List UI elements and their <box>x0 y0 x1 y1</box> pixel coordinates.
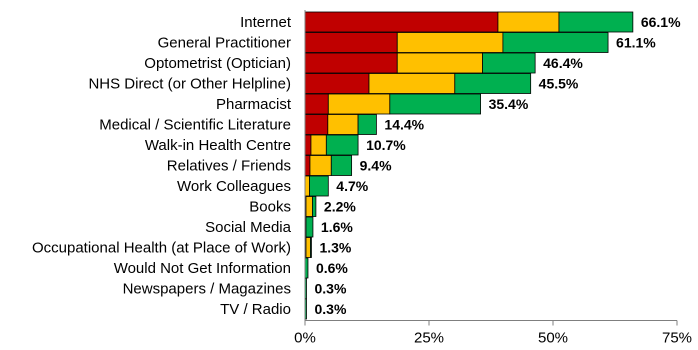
value-label: 0.3% <box>314 281 346 297</box>
category-label: Optometrist (Optician) <box>144 55 291 72</box>
category-label: Medical / Scientific Literature <box>99 117 291 134</box>
x-tick-label: 0% <box>294 330 316 347</box>
category-label: Would Not Get Information <box>114 260 291 277</box>
x-tick-label: 75% <box>662 330 692 347</box>
bar-segment-2-row-12 <box>305 237 311 258</box>
category-label: NHS Direct (or Other Helpline) <box>88 76 291 93</box>
bar-segment-3-row-6 <box>357 114 377 135</box>
bar-segment-1-row-2 <box>304 32 398 53</box>
category-label: Walk-in Health Centre <box>145 137 291 154</box>
bar-segment-2-row-7 <box>310 134 327 156</box>
value-label: 45.5% <box>539 76 579 92</box>
value-label: 0.3% <box>314 301 346 317</box>
value-label: 10.7% <box>366 137 406 153</box>
value-label: 1.6% <box>321 219 353 235</box>
bar-segment-2-row-3 <box>396 52 483 74</box>
bar-segment-1-row-6 <box>304 114 329 135</box>
bar-segment-3-row-2 <box>502 32 609 53</box>
value-label: 66.1% <box>641 14 681 30</box>
bars-group <box>304 11 634 320</box>
x-tick-label: 50% <box>538 330 568 347</box>
bar-segment-3-row-12 <box>310 237 312 258</box>
category-labels: Internet General Practitioner Optometrist … <box>32 14 292 318</box>
bar-segment-2-row-8 <box>309 155 332 176</box>
value-label: 61.1% <box>616 35 656 51</box>
bar-segment-3-row-1 <box>558 11 634 33</box>
value-label: 4.7% <box>336 178 368 194</box>
category-label: Books <box>249 199 291 216</box>
x-axis-ticks: 0% 25% 50% 75% <box>294 320 692 347</box>
bar-segment-2-row-2 <box>396 32 504 53</box>
bar-segment-1-row-8 <box>304 155 311 176</box>
bar-segment-3-row-11 <box>305 216 314 238</box>
bar-segment-3-row-7 <box>325 134 359 156</box>
category-label: Pharmacist <box>216 96 292 113</box>
category-label: Occupational Health (at Place of Work) <box>32 240 291 257</box>
value-label: 14.4% <box>384 117 424 133</box>
category-label: Social Media <box>205 219 292 236</box>
bar-segment-2-row-6 <box>327 114 359 135</box>
bar-segment-3-row-3 <box>482 52 536 74</box>
bar-segment-2-row-1 <box>497 11 560 33</box>
bar-segment-1-row-5 <box>304 93 329 115</box>
bar-segment-3-row-8 <box>330 155 353 176</box>
bar-segment-3-row-4 <box>454 73 532 94</box>
bar-segment-2-row-5 <box>327 93 391 115</box>
x-tick-label: 25% <box>414 330 444 347</box>
value-label: 9.4% <box>360 158 392 174</box>
bar-segment-2-row-4 <box>368 73 456 94</box>
value-label: 0.6% <box>316 260 348 276</box>
value-label: 46.4% <box>543 55 583 71</box>
category-label: General Practitioner <box>158 35 291 52</box>
bar-segment-1-row-4 <box>304 73 370 94</box>
bar-segment-1-row-1 <box>304 11 499 33</box>
bar-segment-3-row-10 <box>312 196 317 217</box>
bar-segment-1-row-3 <box>304 52 398 74</box>
category-label: Newspapers / Magazines <box>123 281 291 298</box>
category-label: TV / Radio <box>220 301 291 318</box>
category-label: Relatives / Friends <box>167 158 291 175</box>
value-label: 35.4% <box>489 96 529 112</box>
category-label: Work Colleagues <box>177 178 291 195</box>
bar-segment-2-row-10 <box>305 196 313 217</box>
category-label: Internet <box>240 14 292 31</box>
bar-segment-3-row-5 <box>389 93 481 115</box>
bar-segment-1-row-7 <box>304 134 312 156</box>
value-label: 2.2% <box>324 199 356 215</box>
value-labels: 66.1% 61.1% 46.4% 45.5% 35.4% 14.4% 10.7% 9.4% 4… <box>314 14 681 317</box>
value-label: 1.3% <box>319 240 351 256</box>
bar-segment-2-row-9 <box>304 175 310 197</box>
bar-segment-3-row-9 <box>309 175 329 197</box>
